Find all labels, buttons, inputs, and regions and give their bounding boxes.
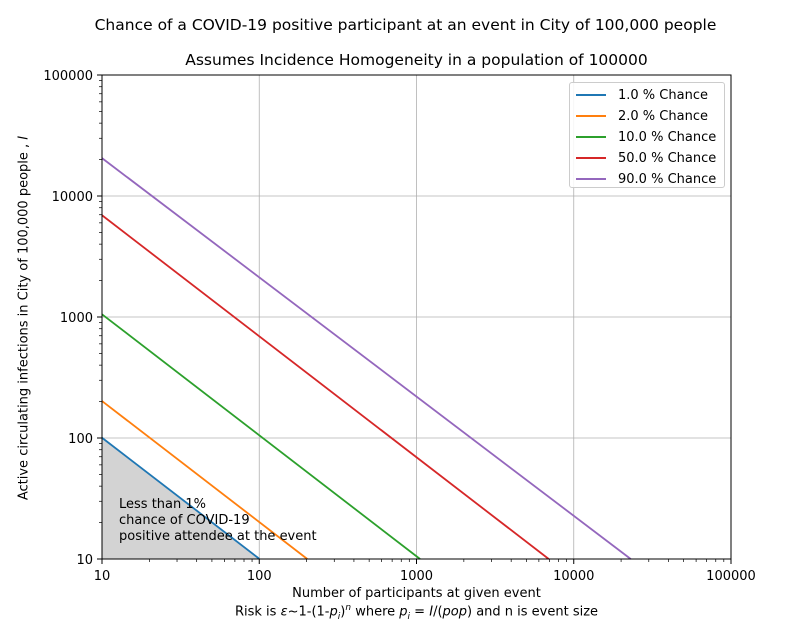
- x-tick-label: 100: [247, 569, 272, 584]
- legend-label: 10.0 % Chance: [618, 129, 717, 145]
- y-axis-label-text: Active circulating infections in City of…: [16, 143, 32, 501]
- caption-pop: pop: [442, 604, 467, 620]
- legend-swatch: [576, 178, 606, 180]
- caption-text-4: where: [351, 604, 400, 620]
- series-line-2: [101, 400, 308, 560]
- legend-swatch: [576, 157, 606, 159]
- y-tick-label: 1000: [60, 311, 93, 326]
- legend-item: 2.0 % Chance: [576, 107, 708, 125]
- x-tick-label: 1000: [400, 569, 433, 584]
- legend-label: 90.0 % Chance: [618, 171, 717, 187]
- y-axis-label: Active circulating infections in City of…: [17, 136, 32, 500]
- series-line-4: [101, 214, 550, 560]
- chart-title: Assumes Incidence Homogeneity in a popul…: [185, 51, 648, 69]
- caption-epsilon: ε: [280, 604, 288, 620]
- caption-sub-i2: i: [407, 611, 411, 622]
- caption-text-5: =: [410, 604, 430, 620]
- legend-item: 90.0 % Chance: [576, 170, 716, 188]
- legend-item: 10.0 % Chance: [576, 128, 716, 146]
- legend-label: 2.0 % Chance: [618, 108, 708, 124]
- y-tick-label: 100000: [43, 69, 93, 84]
- legend-swatch: [576, 136, 606, 138]
- x-tick-label: 10000: [553, 569, 594, 584]
- legend-item: 50.0 % Chance: [576, 149, 716, 167]
- chart-legend: 1.0 % Chance 2.0 % Chance 10.0 % Chance 50.…: [569, 82, 725, 188]
- x-axis-label: Number of participants at given event: [292, 586, 541, 601]
- x-tick-label: 10: [94, 569, 111, 584]
- annotation-line-2: chance of COVID-19: [119, 513, 250, 528]
- caption-text-7: ) and n is event size: [466, 604, 599, 620]
- caption-sup-n: n: [345, 603, 352, 613]
- caption-text-6: /(: [433, 604, 443, 620]
- caption-sub-i: i: [337, 611, 341, 622]
- caption-text-2: ~1-(1-: [287, 604, 330, 620]
- legend-swatch: [576, 94, 606, 96]
- series-line-1: [101, 437, 260, 560]
- legend-label: 50.0 % Chance: [618, 150, 717, 166]
- x-tick-label: 100000: [706, 569, 756, 584]
- series-line-3: [101, 313, 421, 560]
- caption-text-3: ): [340, 604, 346, 620]
- legend-swatch: [576, 115, 606, 117]
- figure-suptitle: Chance of a COVID-19 positive participan…: [94, 16, 717, 34]
- annotation-line-3: positive attendee at the event: [119, 529, 317, 544]
- y-axis-label-variable: I: [16, 135, 32, 140]
- risk-formula-caption: Risk is ε~1-(1-pi)n where pi = I/(pop) a…: [102, 603, 731, 622]
- y-tick-label: 100: [68, 432, 93, 447]
- caption-p: p: [329, 604, 338, 620]
- y-tick-label: 10: [76, 553, 93, 568]
- y-tick-label: 10000: [52, 190, 93, 205]
- caption-text-1: Risk is: [234, 604, 281, 620]
- legend-label: 1.0 % Chance: [618, 87, 708, 103]
- shaded-region-annotation: Less than 1% chance of COVID-19 positive…: [119, 497, 317, 545]
- legend-item: 1.0 % Chance: [576, 86, 708, 104]
- annotation-line-1: Less than 1%: [119, 497, 206, 512]
- caption-p2: p: [399, 604, 408, 620]
- caption-I: I: [429, 604, 434, 620]
- series-line-5: [101, 157, 632, 560]
